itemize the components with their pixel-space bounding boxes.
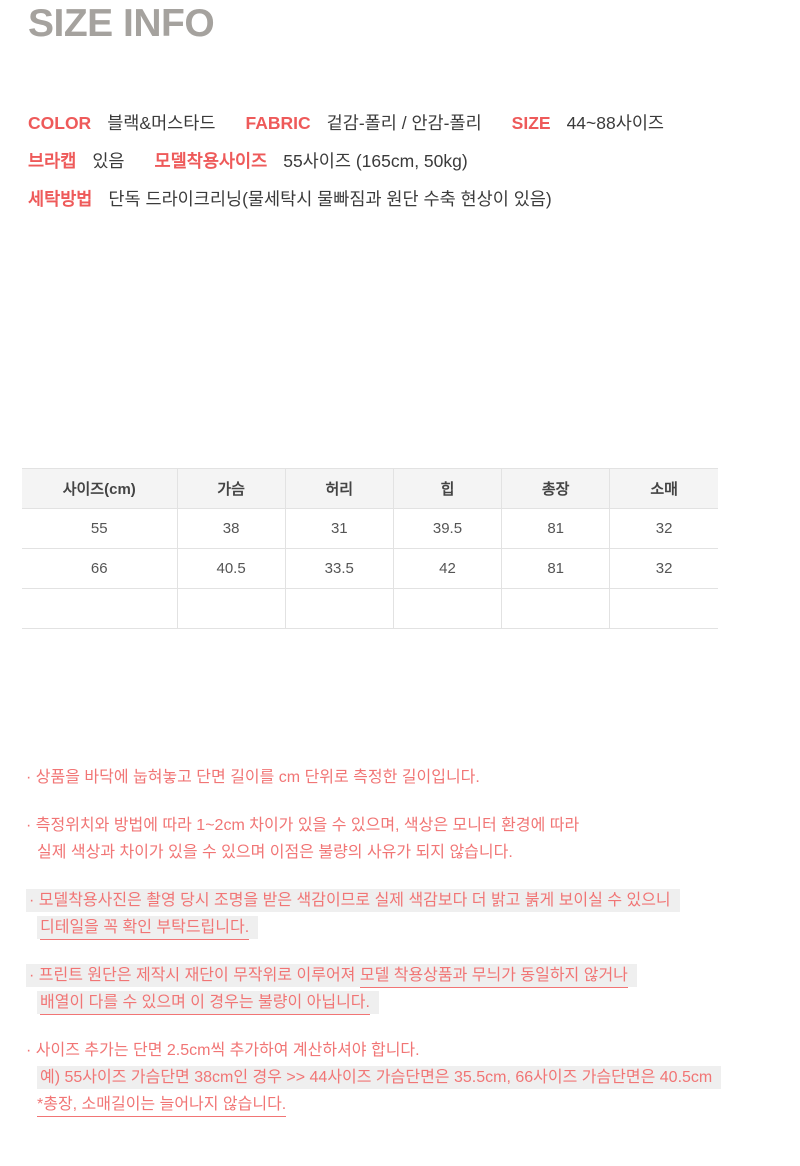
product-info-value: 55사이즈 (165cm, 50kg) — [283, 151, 468, 171]
size-table-cell: 38 — [176, 508, 286, 549]
note-segment-underlined: 디테일을 꼭 확인 부탁드립니다. — [40, 919, 250, 940]
size-table-cell: 81 — [501, 548, 610, 589]
product-info-pair: SIZE 44~88사이즈 — [512, 110, 664, 135]
product-info-pair: FABRIC 겉감-폴리 / 안감-폴리 — [245, 110, 481, 135]
note-line: · 상품을 바닥에 눕혀놓고 단면 길이를 cm 단위로 측정한 길이입니다. — [26, 764, 766, 791]
product-info-label: 브라캡 — [28, 151, 77, 171]
size-table-cell — [609, 588, 718, 629]
size-table-cell — [392, 588, 502, 629]
size-table-cell: 33.5 — [284, 548, 394, 589]
note-segment: · 모델착용사진은 촬영 당시 조명을 받은 색감이므로 실제 색감보다 더 밝… — [29, 892, 671, 909]
product-info-pair: 브라캡 있음 — [28, 148, 125, 173]
product-info-value: 단독 드라이크리닝(물세탁시 물빠짐과 원단 수축 현상이 있음) — [108, 189, 552, 209]
product-info-pair: 세탁방법 단독 드라이크리닝(물세탁시 물빠짐과 원단 수축 현상이 있음) — [28, 186, 552, 211]
product-info-row: 세탁방법 단독 드라이크리닝(물세탁시 물빠짐과 원단 수축 현상이 있음) — [28, 186, 772, 211]
note-line: 예) 55사이즈 가슴단면 38cm인 경우 >> 44사이즈 가슴단면은 35… — [26, 1064, 766, 1091]
note-paragraph: · 프린트 원단은 제작시 재단이 무작위로 이루어져 모델 착용상품과 무늬가… — [26, 962, 766, 1016]
note-paragraph: · 모델착용사진은 촬영 당시 조명을 받은 색감이므로 실제 색감보다 더 밝… — [26, 887, 766, 941]
size-table-cell — [501, 588, 610, 629]
note-line: 배열이 다를 수 있으며 이 경우는 불량이 아닙니다. — [26, 989, 766, 1016]
product-info-label: 세탁방법 — [28, 189, 93, 209]
page-title: SIZE INFO — [28, 2, 215, 45]
note-segment-underlined: 배열이 다를 수 있으며 이 경우는 불량이 아닙니다. — [40, 994, 370, 1015]
note-line-text: · 상품을 바닥에 눕혀놓고 단면 길이를 cm 단위로 측정한 길이입니다. — [26, 769, 480, 786]
product-info-pair: COLOR 블랙&머스타드 — [28, 110, 215, 135]
size-table-header-cell: 허리 — [284, 468, 394, 509]
size-table-cell — [176, 588, 286, 629]
note-line: · 측정위치와 방법에 따라 1~2cm 차이가 있을 수 있으며, 색상은 모… — [26, 812, 766, 839]
note-line-text: *총장, 소매길이는 늘어나지 않습니다. — [37, 1096, 287, 1117]
note-paragraph: · 상품을 바닥에 눕혀놓고 단면 길이를 cm 단위로 측정한 길이입니다. — [26, 764, 766, 791]
note-line: *총장, 소매길이는 늘어나지 않습니다. — [26, 1091, 766, 1118]
size-table-header-row: 사이즈(cm) 가슴 허리 힙 총장 소매 — [22, 468, 718, 509]
product-notes: · 상품을 바닥에 눕혀놓고 단면 길이를 cm 단위로 측정한 길이입니다. ·… — [26, 764, 766, 1139]
note-line-text: 실제 색상과 차이가 있을 수 있으며 이점은 불량의 사유가 되지 않습니다. — [37, 844, 513, 861]
size-table-cell: 66 — [22, 548, 177, 589]
note-segment-underlined: 모델 착용상품과 무늬가 동일하지 않거나 — [359, 967, 628, 988]
size-table-cell — [284, 588, 394, 629]
product-info-value: 44~88사이즈 — [566, 113, 665, 133]
note-segment: · 상품을 바닥에 눕혀놓고 단면 길이를 cm 단위로 측정한 길이입니다. — [26, 769, 480, 786]
note-segment: 예) 55사이즈 가슴단면 38cm인 경우 >> 44사이즈 가슴단면은 35… — [40, 1069, 713, 1086]
size-table-cell: 55 — [22, 508, 177, 549]
product-info-pair: 모델착용사이즈 55사이즈 (165cm, 50kg) — [155, 148, 468, 173]
note-line-highlighted: · 프린트 원단은 제작시 재단이 무작위로 이루어져 모델 착용상품과 무늬가… — [26, 964, 637, 988]
product-info-label: FABRIC — [245, 113, 311, 133]
note-line-text: · 측정위치와 방법에 따라 1~2cm 차이가 있을 수 있으며, 색상은 모… — [26, 817, 579, 834]
size-table-row: 66 40.5 33.5 42 81 32 — [22, 548, 718, 589]
note-line-highlighted: · 모델착용사진은 촬영 당시 조명을 받은 색감이므로 실제 색감보다 더 밝… — [26, 889, 680, 912]
product-info-row: COLOR 블랙&머스타드 FABRIC 겉감-폴리 / 안감-폴리 SIZE 44~88… — [28, 110, 772, 135]
note-paragraph: · 측정위치와 방법에 따라 1~2cm 차이가 있을 수 있으며, 색상은 모… — [26, 812, 766, 866]
note-line: · 모델착용사진은 촬영 당시 조명을 받은 색감이므로 실제 색감보다 더 밝… — [26, 887, 766, 914]
note-segment: · 사이즈 추가는 단면 2.5cm씩 추가하여 계산하셔야 합니다. — [26, 1042, 420, 1059]
size-table-header-cell: 총장 — [501, 468, 610, 509]
product-info-value: 겉감-폴리 / 안감-폴리 — [326, 113, 482, 133]
size-table-cell: 42 — [392, 548, 502, 589]
size-table-row — [22, 588, 718, 629]
product-info-value: 있음 — [92, 151, 125, 171]
product-info: COLOR 블랙&머스타드 FABRIC 겉감-폴리 / 안감-폴리 SIZE 44~88… — [28, 110, 772, 224]
note-segment-underlined: *총장, 소매길이는 늘어나지 않습니다. — [37, 1096, 287, 1117]
size-table-cell: 39.5 — [392, 508, 502, 549]
note-segment: 실제 색상과 차이가 있을 수 있으며 이점은 불량의 사유가 되지 않습니다. — [37, 844, 513, 861]
note-line-highlighted: 디테일을 꼭 확인 부탁드립니다. — [37, 916, 259, 940]
size-table-header-cell: 사이즈(cm) — [22, 468, 177, 509]
note-line-text: · 사이즈 추가는 단면 2.5cm씩 추가하여 계산하셔야 합니다. — [26, 1042, 420, 1059]
note-line-highlighted: 예) 55사이즈 가슴단면 38cm인 경우 >> 44사이즈 가슴단면은 35… — [37, 1066, 722, 1089]
size-table-cell: 32 — [609, 508, 718, 549]
size-table-header-cell: 가슴 — [176, 468, 286, 509]
note-line: · 프린트 원단은 제작시 재단이 무작위로 이루어져 모델 착용상품과 무늬가… — [26, 962, 766, 989]
size-table-header-cell: 힙 — [392, 468, 502, 509]
size-table-cell: 40.5 — [176, 548, 286, 589]
product-info-label: 모델착용사이즈 — [154, 151, 268, 171]
size-table-cell — [22, 588, 177, 629]
product-info-label: SIZE — [511, 113, 551, 133]
size-table-row: 55 38 31 39.5 81 32 — [22, 508, 718, 549]
note-paragraph: · 사이즈 추가는 단면 2.5cm씩 추가하여 계산하셔야 합니다. 예) 55… — [26, 1037, 766, 1118]
size-table-cell: 32 — [609, 548, 718, 589]
size-table-cell: 81 — [501, 508, 610, 549]
note-line: 디테일을 꼭 확인 부탁드립니다. — [26, 914, 766, 941]
size-table-cell: 31 — [284, 508, 394, 549]
note-line: · 사이즈 추가는 단면 2.5cm씩 추가하여 계산하셔야 합니다. — [26, 1037, 766, 1064]
size-table-header-cell: 소매 — [609, 468, 718, 509]
product-info-row: 브라캡 있음 모델착용사이즈 55사이즈 (165cm, 50kg) — [28, 148, 772, 173]
note-line: 실제 색상과 차이가 있을 수 있으며 이점은 불량의 사유가 되지 않습니다. — [26, 839, 766, 866]
note-segment: · 프린트 원단은 제작시 재단이 무작위로 이루어져 — [29, 967, 360, 984]
note-segment: · 측정위치와 방법에 따라 1~2cm 차이가 있을 수 있으며, 색상은 모… — [26, 817, 580, 834]
product-info-label: COLOR — [28, 113, 92, 133]
note-line-highlighted: 배열이 다를 수 있으며 이 경우는 불량이 아닙니다. — [37, 991, 379, 1015]
product-info-value: 블랙&머스타드 — [107, 113, 216, 133]
size-table: 사이즈(cm) 가슴 허리 힙 총장 소매 55 38 31 39.5 81 32 66 40.5 33.… — [22, 468, 718, 629]
